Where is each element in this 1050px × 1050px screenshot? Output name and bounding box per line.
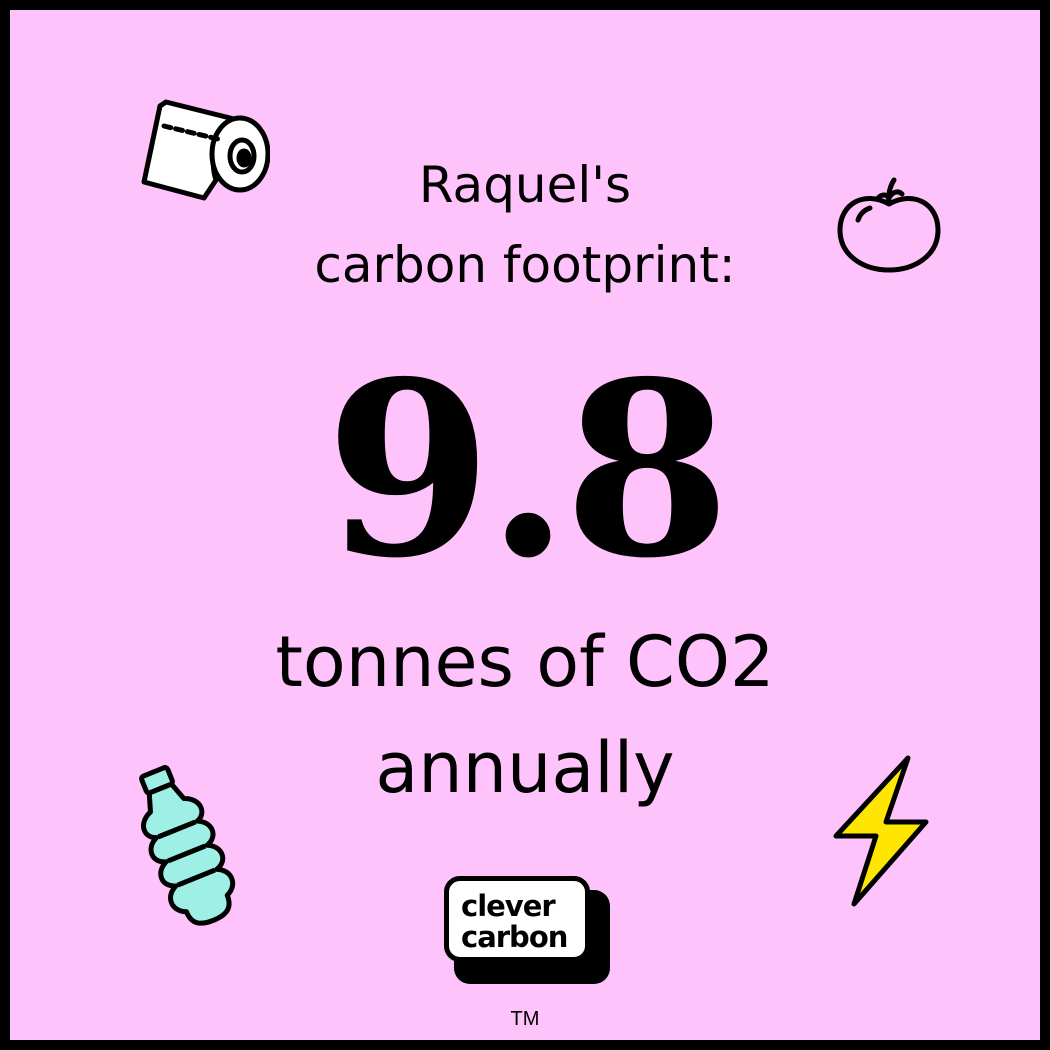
logo-badge: clever carbon xyxy=(444,876,590,962)
footprint-unit: tonnes of CO2 xyxy=(275,621,775,703)
logo-line-1: clever xyxy=(461,889,556,923)
tomato-icon xyxy=(837,177,941,273)
logo-line-2: carbon xyxy=(461,920,568,954)
footprint-period: annually xyxy=(375,727,675,809)
lightning-bolt-icon xyxy=(833,755,929,907)
trademark-symbol: TM xyxy=(510,1008,540,1030)
footprint-value: 9.8 xyxy=(325,329,731,611)
clever-carbon-logo: clever carbon xyxy=(444,876,610,984)
water-bottle-icon xyxy=(139,765,236,926)
toilet-paper-icon xyxy=(141,99,270,201)
heading-owner: Raquel's xyxy=(418,156,632,214)
heading-label: carbon footprint: xyxy=(314,236,736,294)
